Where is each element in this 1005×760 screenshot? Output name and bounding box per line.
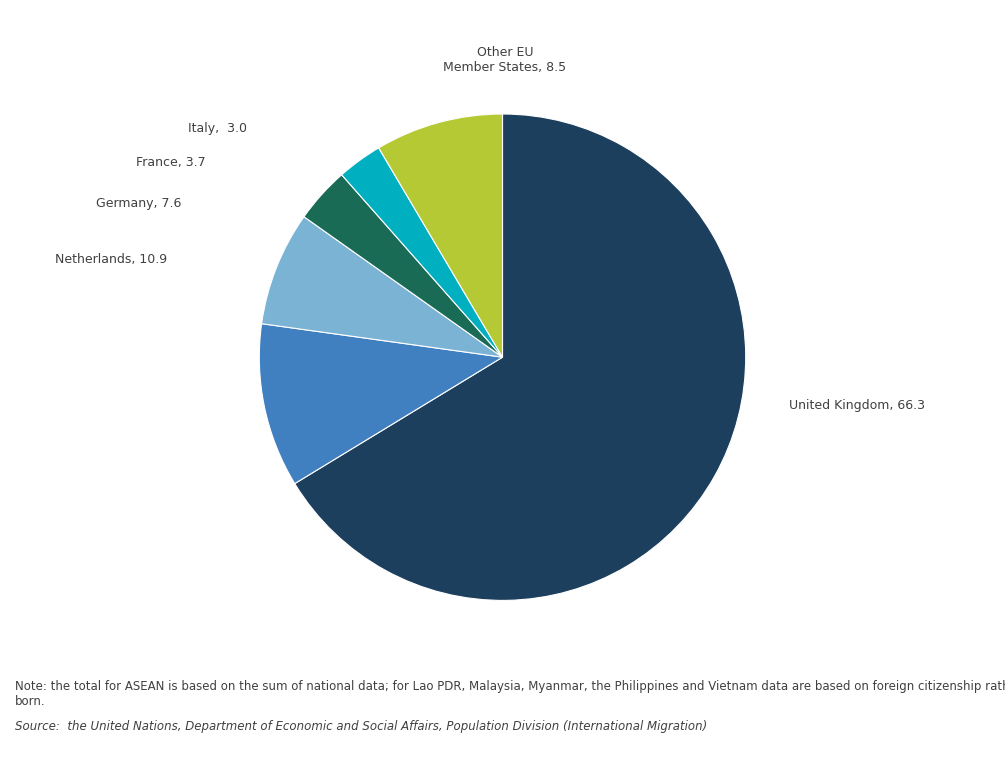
Text: Other EU
Member States, 8.5: Other EU Member States, 8.5 (443, 46, 567, 74)
Text: Italy,  3.0: Italy, 3.0 (188, 122, 247, 135)
Text: Source:  the United Nations, Department of Economic and Social Affairs, Populati: Source: the United Nations, Department o… (15, 720, 708, 733)
Text: Germany, 7.6: Germany, 7.6 (96, 198, 182, 211)
Wedge shape (342, 148, 502, 357)
Wedge shape (379, 114, 502, 357)
Text: United Kingdom, 66.3: United Kingdom, 66.3 (790, 399, 926, 413)
Text: Note: the total for ASEAN is based on the sum of national data; for Lao PDR, Mal: Note: the total for ASEAN is based on th… (15, 680, 1005, 708)
Text: France, 3.7: France, 3.7 (136, 156, 206, 169)
Wedge shape (259, 324, 502, 483)
Wedge shape (294, 114, 746, 600)
Text: Netherlands, 10.9: Netherlands, 10.9 (54, 253, 167, 267)
Wedge shape (261, 217, 502, 357)
Wedge shape (304, 175, 502, 357)
